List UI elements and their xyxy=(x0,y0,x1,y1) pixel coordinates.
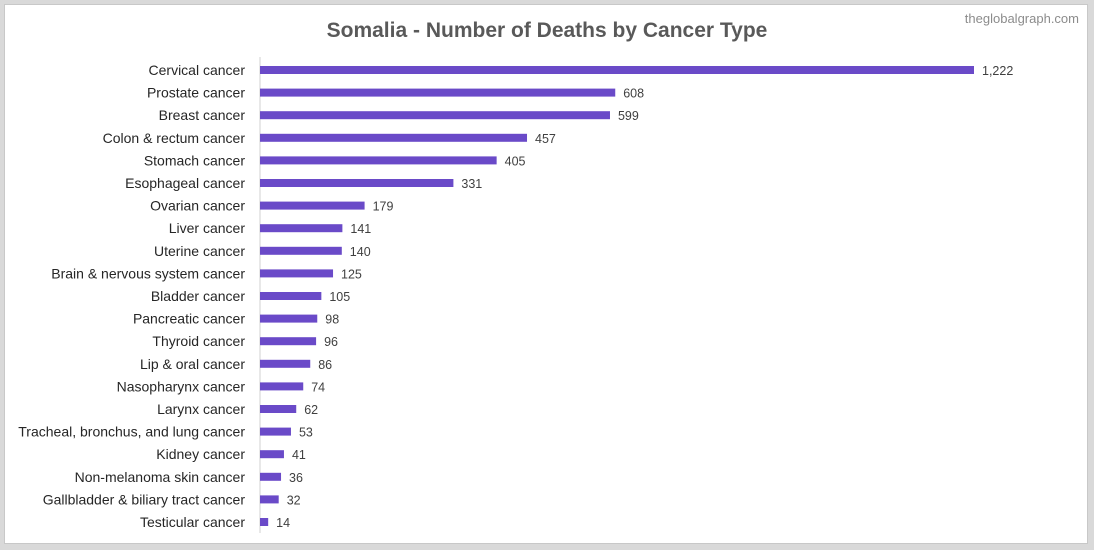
category-label: Breast cancer xyxy=(159,107,246,123)
category-label: Brain & nervous system cancer xyxy=(51,265,245,281)
data-label: 331 xyxy=(461,177,482,191)
data-label: 74 xyxy=(311,380,325,394)
data-label: 179 xyxy=(373,200,394,214)
data-label: 405 xyxy=(505,154,526,168)
data-label: 53 xyxy=(299,426,313,440)
category-label: Cervical cancer xyxy=(149,62,246,78)
bar xyxy=(260,156,497,165)
category-label: Tracheal, bronchus, and lung cancer xyxy=(18,424,245,440)
bar xyxy=(260,66,974,74)
bar-chart: Cervical cancer 1,222 Prostate cancer 608 Br… xyxy=(18,57,1013,533)
data-label: 599 xyxy=(618,109,639,123)
data-label: 608 xyxy=(623,87,644,101)
data-label: 96 xyxy=(324,335,338,349)
bar xyxy=(260,246,342,255)
data-label: 140 xyxy=(350,245,371,259)
category-label: Uterine cancer xyxy=(154,243,245,259)
category-label: Bladder cancer xyxy=(151,288,246,304)
bar xyxy=(260,111,610,120)
bar xyxy=(260,359,311,368)
bar xyxy=(260,472,282,481)
data-label: 32 xyxy=(287,493,301,507)
data-label: 36 xyxy=(289,471,303,485)
category-label: Testicular cancer xyxy=(140,514,245,530)
watermark: theglobalgraph.com xyxy=(964,11,1079,26)
category-label: Lip & oral cancer xyxy=(140,356,245,372)
bar xyxy=(260,224,343,233)
data-label: 1,222 xyxy=(982,64,1013,78)
data-label: 62 xyxy=(304,403,318,417)
bar xyxy=(260,88,616,97)
chart-title: Somalia - Number of Deaths by Cancer Typ… xyxy=(326,19,768,42)
bar xyxy=(260,292,322,300)
bar xyxy=(260,133,528,142)
category-label: Thyroid cancer xyxy=(152,333,245,349)
data-label: 141 xyxy=(350,222,371,236)
bar xyxy=(260,450,284,459)
bar xyxy=(260,201,365,210)
bar xyxy=(260,405,297,413)
data-label: 125 xyxy=(341,267,362,281)
category-label: Non-melanoma skin cancer xyxy=(75,469,246,485)
bar xyxy=(260,495,279,504)
category-label: Kidney cancer xyxy=(156,446,245,462)
category-label: Colon & rectum cancer xyxy=(103,130,246,146)
bar xyxy=(260,427,291,436)
data-label: 86 xyxy=(318,358,332,372)
bar xyxy=(260,269,334,278)
bar xyxy=(260,518,269,526)
bar xyxy=(260,179,454,187)
bar xyxy=(260,337,317,346)
chart-frame: Somalia - Number of Deaths by Cancer Typ… xyxy=(4,4,1088,544)
bar xyxy=(260,314,318,323)
category-label: Larynx cancer xyxy=(157,401,245,417)
category-label: Ovarian cancer xyxy=(150,198,245,214)
category-label: Pancreatic cancer xyxy=(133,311,245,327)
data-label: 457 xyxy=(535,132,556,146)
category-label: Stomach cancer xyxy=(144,152,245,168)
category-label: Gallbladder & biliary tract cancer xyxy=(43,491,246,507)
category-label: Liver cancer xyxy=(169,220,246,236)
data-label: 105 xyxy=(329,290,350,304)
category-label: Nasopharynx cancer xyxy=(117,378,246,394)
data-label: 41 xyxy=(292,448,306,462)
data-label: 14 xyxy=(276,516,290,530)
data-label: 98 xyxy=(325,313,339,327)
category-label: Prostate cancer xyxy=(147,85,245,101)
bar xyxy=(260,382,304,391)
category-label: Esophageal cancer xyxy=(125,175,245,191)
